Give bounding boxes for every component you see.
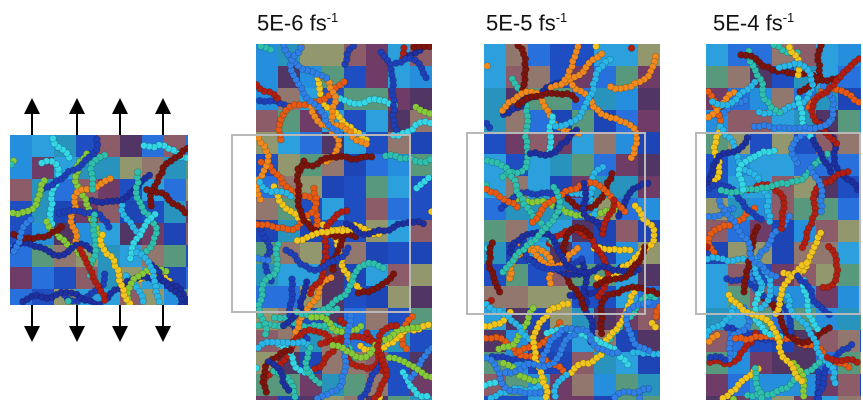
tensile-arrows [24, 98, 171, 342]
panel-1-svg [256, 44, 432, 400]
panel-3-image [706, 44, 861, 400]
panel-3-svg [706, 44, 861, 400]
panel-2-reference-box [466, 132, 646, 315]
initial-sample-image [10, 135, 188, 305]
panel-3-label-base: 5E-4 fs [713, 10, 783, 36]
panel-1-image [256, 44, 432, 400]
panel-3-reference-box [695, 132, 861, 315]
panel-1-reference-box [231, 134, 411, 313]
arrow-down-group [24, 305, 171, 342]
panel-1-label-base: 5E-6 fs [257, 10, 327, 36]
panel-2-label: 5E-5 fs-1 [486, 10, 567, 36]
arrow-up-group [24, 98, 171, 135]
panel-1-label-exp: -1 [326, 10, 339, 25]
panel-1-label: 5E-6 fs-1 [257, 10, 338, 36]
panel-3-label: 5E-4 fs-1 [713, 10, 794, 36]
panel-2-label-base: 5E-5 fs [486, 10, 556, 36]
panel-2-label-exp: -1 [555, 10, 568, 25]
panel-2-svg [484, 44, 660, 400]
initial-sample-svg [10, 135, 188, 305]
panel-3-label-exp: -1 [782, 10, 795, 25]
panel-2-image [484, 44, 660, 400]
